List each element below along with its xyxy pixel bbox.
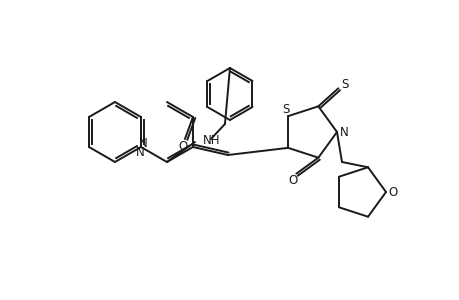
Text: N: N xyxy=(138,136,147,149)
Text: S: S xyxy=(341,78,348,91)
Text: O: O xyxy=(387,185,397,199)
Text: N: N xyxy=(135,146,144,158)
Text: S: S xyxy=(282,103,289,116)
Text: NH: NH xyxy=(202,134,220,146)
Text: N: N xyxy=(339,125,347,139)
Text: O: O xyxy=(288,174,297,187)
Text: O: O xyxy=(178,140,187,152)
